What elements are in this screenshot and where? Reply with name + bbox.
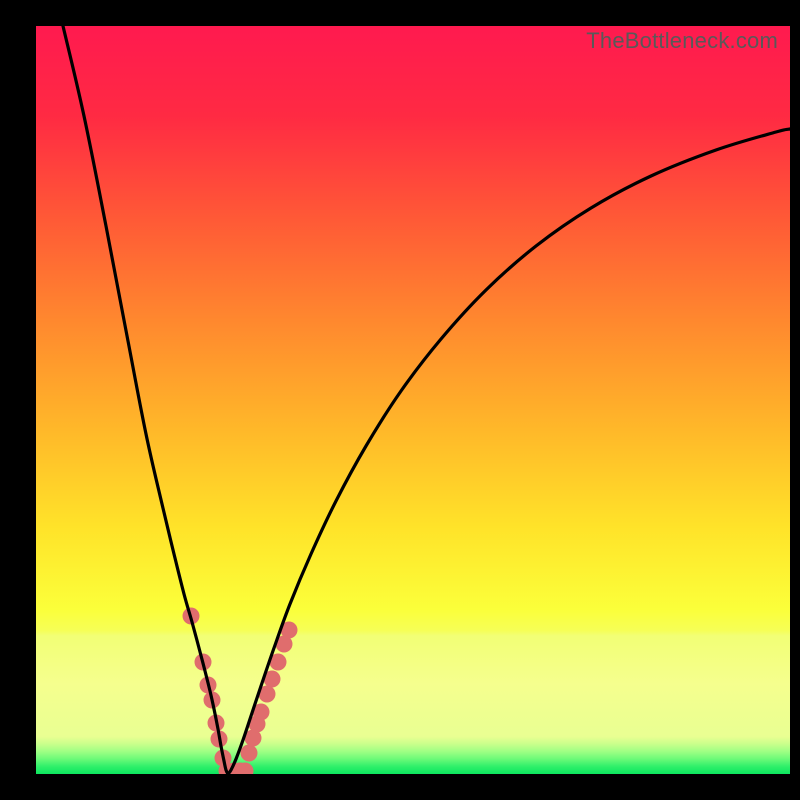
chart-svg — [36, 26, 790, 774]
left-curve — [63, 26, 228, 774]
frame-right — [790, 0, 800, 800]
right-curve — [228, 129, 790, 774]
frame-bottom — [0, 774, 800, 800]
data-marker — [241, 745, 258, 762]
frame-left — [0, 0, 36, 800]
frame-top — [0, 0, 800, 26]
plot-area: TheBottleneck.com — [36, 26, 790, 774]
